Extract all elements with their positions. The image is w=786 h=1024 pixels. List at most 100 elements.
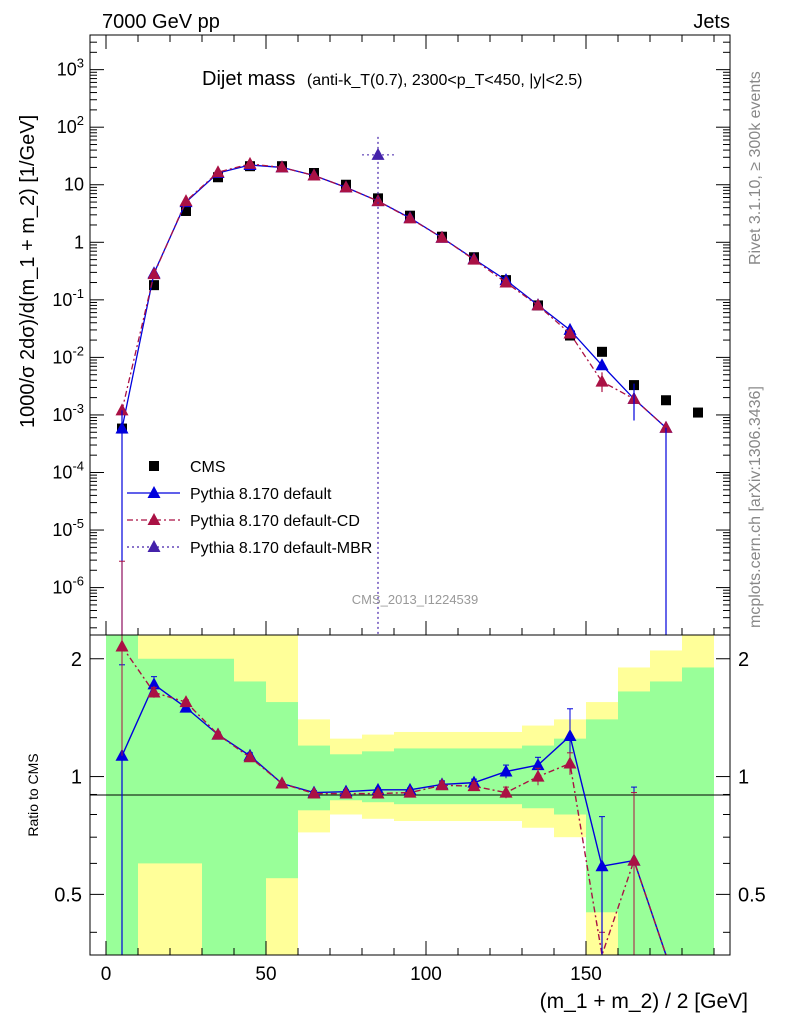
mc-marker bbox=[371, 147, 385, 160]
mc-marker bbox=[435, 230, 449, 243]
mc-marker bbox=[595, 358, 609, 371]
ratio-y-tick-label-left: 1 bbox=[71, 767, 82, 789]
x-tick-label: 50 bbox=[255, 964, 276, 985]
ratio-marker bbox=[627, 853, 641, 866]
main-title-text: Dijet mass bbox=[202, 68, 295, 90]
ratio-marker bbox=[595, 859, 609, 872]
ratio-marker bbox=[339, 786, 353, 799]
mc-marker bbox=[211, 165, 225, 178]
legend: CMS Pythia 8.170 default Pythia 8.170 defa… bbox=[127, 459, 372, 557]
main-y-axis-label: 1000/σ 2dσ)/d(m_1 + m_2) [1/GeV] bbox=[17, 115, 39, 428]
header-category-label: Jets bbox=[693, 11, 730, 33]
analysis-watermark: CMS_2013_I1224539 bbox=[352, 592, 479, 607]
main-title: Dijet mass (anti-k_T(0.7), 2300<p_T<450,… bbox=[202, 68, 583, 90]
inner-band-bin bbox=[202, 658, 234, 955]
ratio-marker bbox=[435, 778, 449, 791]
y-tick-label: 10-6 bbox=[52, 574, 84, 598]
main-panel: 10-6 10-5 10-4 10-3 10-2 10-1 1 10 102 103 Dijet … bbox=[17, 34, 731, 636]
inner-band-bin bbox=[234, 681, 266, 955]
y-tick-label: 103 bbox=[57, 56, 84, 80]
ratio-marker bbox=[211, 727, 225, 740]
ratio-axis-ticks: 0.5 0.5 1 1 2 2 0 50 100 150 bbox=[54, 649, 766, 985]
inner-band-bin bbox=[650, 681, 682, 955]
ratio-marker bbox=[563, 756, 577, 769]
ratio-marker bbox=[307, 786, 321, 799]
ratio-marker bbox=[275, 776, 289, 789]
mcplots-label: mcplots.cern.ch [arXiv:1306.3436] bbox=[747, 386, 764, 628]
inner-band-bin bbox=[426, 748, 458, 805]
ratio-y-axis-label: Ratio to CMS bbox=[25, 753, 41, 836]
ratio-y-tick-label-left: 2 bbox=[71, 649, 82, 671]
ratio-marker bbox=[467, 779, 481, 792]
ratio-marker bbox=[499, 785, 513, 798]
inner-band-bin bbox=[266, 702, 298, 879]
x-axis-label: (m_1 + m_2) / 2 [GeV] bbox=[540, 990, 748, 1013]
mc-marker bbox=[115, 403, 129, 416]
x-tick-label: 100 bbox=[410, 964, 442, 985]
ratio-marker bbox=[403, 785, 417, 798]
ratio-marker bbox=[531, 758, 545, 771]
mc-marker bbox=[179, 194, 193, 207]
y-tick-label: 10-4 bbox=[52, 458, 84, 482]
mc-marker bbox=[499, 275, 513, 288]
mc-marker bbox=[147, 267, 161, 280]
y-tick-label: 10-1 bbox=[52, 286, 84, 310]
ratio-y-tick-label-right: 1 bbox=[738, 767, 749, 789]
ratio-marker bbox=[115, 639, 129, 652]
legend-marker bbox=[149, 461, 159, 471]
cms-data-point bbox=[597, 346, 607, 357]
legend-marker bbox=[147, 540, 161, 552]
y-tick-label: 102 bbox=[57, 113, 84, 137]
main-frame bbox=[89, 34, 731, 636]
ratio-frame bbox=[89, 634, 731, 956]
y-tick-label: 10-5 bbox=[52, 516, 84, 540]
main-series-layer bbox=[115, 136, 703, 635]
ratio-series-layer bbox=[115, 560, 667, 956]
cms-data-point bbox=[661, 395, 671, 406]
y-tick-label: 10 bbox=[64, 175, 84, 195]
rivet-version-label: Rivet 3.1.10, ≥ 300k events bbox=[747, 71, 764, 265]
inner-band-bin bbox=[170, 658, 202, 864]
mc-marker bbox=[531, 298, 545, 311]
mc-marker bbox=[467, 252, 481, 265]
x-tick-label: 150 bbox=[570, 964, 602, 985]
mc-marker bbox=[403, 211, 417, 224]
ratio-marker bbox=[371, 786, 385, 799]
inner-band-bin bbox=[298, 745, 330, 811]
mc-marker bbox=[659, 420, 673, 433]
ratio-marker bbox=[499, 764, 513, 777]
ratio-marker bbox=[563, 728, 577, 741]
ratio-y-tick-label-left: 0.5 bbox=[54, 884, 82, 906]
ratio-marker bbox=[243, 750, 257, 763]
ratio-marker bbox=[531, 769, 545, 782]
main-title-cuts: (anti-k_T(0.7), 2300<p_T<450, |y|<2.5) bbox=[307, 72, 583, 89]
legend-label: Pythia 8.170 default bbox=[190, 486, 332, 503]
mc-marker bbox=[275, 160, 289, 173]
ratio-curve bbox=[121, 646, 667, 956]
inner-band-bin bbox=[682, 667, 714, 955]
mc-marker bbox=[243, 156, 257, 169]
ratio-panel: 0.5 0.5 1 1 2 2 0 50 100 150 Ratio to CMS (m_1 + … bbox=[25, 560, 766, 1013]
ratio-marker bbox=[147, 685, 161, 698]
ratio-marker bbox=[179, 695, 193, 708]
mc-marker bbox=[371, 194, 385, 207]
legend-marker bbox=[147, 486, 161, 498]
y-tick-label: 1 bbox=[74, 232, 84, 252]
header-energy-label: 7000 GeV pp bbox=[102, 11, 220, 33]
y-tick-label: 10-3 bbox=[52, 401, 84, 425]
cms-data-point bbox=[149, 280, 159, 291]
legend-marker bbox=[147, 513, 161, 525]
legend-label: Pythia 8.170 default-CD bbox=[190, 513, 360, 530]
mc-curve bbox=[121, 163, 667, 429]
y-tick-label: 10-2 bbox=[52, 343, 84, 367]
cms-data-point bbox=[693, 407, 703, 418]
main-axis-ticks: 10-6 10-5 10-4 10-3 10-2 10-1 1 10 102 103 bbox=[52, 34, 730, 635]
x-tick-label: 0 bbox=[101, 964, 112, 985]
mc-marker bbox=[339, 180, 353, 193]
ratio-y-tick-label-right: 2 bbox=[738, 649, 749, 671]
mc-curve bbox=[121, 164, 667, 429]
legend-label: Pythia 8.170 default-MBR bbox=[190, 540, 372, 557]
mc-marker bbox=[307, 168, 321, 181]
legend-label: CMS bbox=[190, 459, 226, 476]
